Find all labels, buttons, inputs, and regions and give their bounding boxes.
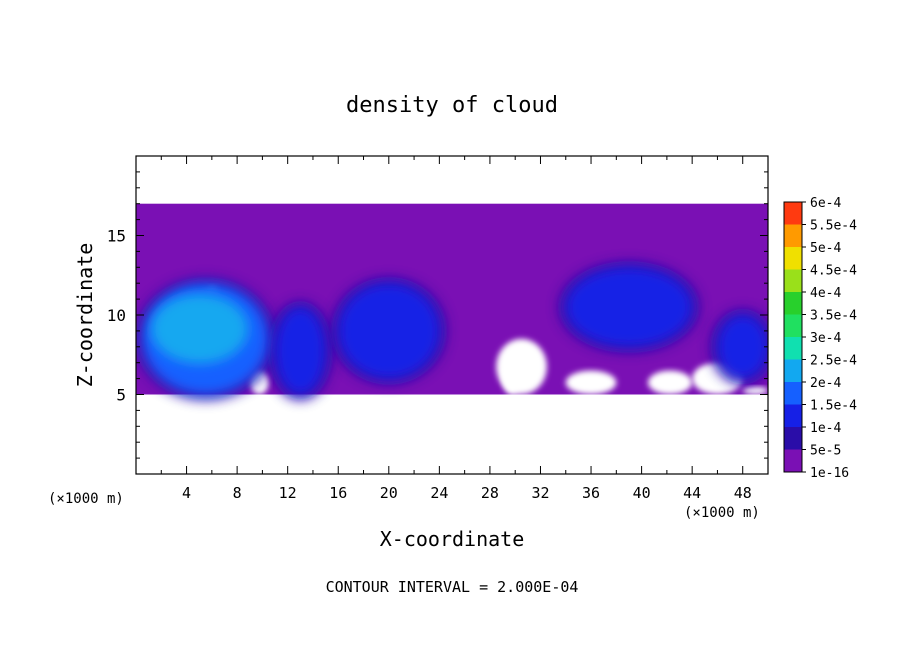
colorbar-band — [784, 202, 802, 225]
colorbar-band — [784, 337, 802, 360]
x-axis-title: X-coordinate — [380, 527, 525, 551]
colorbar-label: 5e-5 — [810, 444, 841, 459]
x-tick-label: 8 — [233, 484, 242, 502]
x-tick-label: 44 — [683, 484, 701, 502]
colorbar-label: 6e-4 — [810, 196, 841, 211]
colorbar-label: 4.5e-4 — [810, 264, 857, 279]
colorbar-band — [784, 449, 802, 472]
plot-area — [136, 156, 768, 474]
colorbar-band — [784, 427, 802, 450]
colorbar-band — [784, 382, 802, 405]
chart-title: density of cloud — [346, 93, 558, 118]
y-tick-label: 15 — [107, 227, 126, 246]
region-cell-2 — [275, 307, 326, 395]
colorbar-label: 4e-4 — [810, 286, 841, 301]
colorbar-label: 1e-4 — [810, 421, 841, 436]
colorbar-band — [784, 247, 802, 270]
x-tick-label: 36 — [582, 484, 600, 502]
region-cell-3 — [338, 283, 440, 379]
region-cell-5 — [717, 315, 768, 379]
colorbar-label: 2.5e-4 — [810, 354, 857, 369]
colorbar-label: 1.5e-4 — [810, 399, 857, 414]
region-cell-4 — [565, 267, 693, 347]
colorbar-label: 1e-16 — [810, 466, 849, 481]
colorbar-band — [784, 359, 802, 382]
y-axis-title: Z-coordinate — [73, 243, 97, 388]
y-axis: 5 10 15 — [107, 171, 768, 459]
gap-1 — [565, 370, 617, 395]
x-tick-label: 20 — [380, 484, 398, 502]
colorbar-label: 3e-4 — [810, 331, 841, 346]
y-tick-label: 5 — [116, 386, 126, 405]
colorbar-label: 2e-4 — [810, 376, 841, 391]
x-axis: 4 8 12 16 20 24 28 32 36 40 44 48 — [160, 156, 752, 502]
colorbar-label: 3.5e-4 — [810, 309, 857, 324]
colorbar: 1e-16 5e-5 1e-4 1.5e-4 2e-4 2.5e-4 3e-4 3.5e-4 4… — [783, 196, 857, 481]
gap-2 — [647, 370, 693, 395]
x-unit-label: (×1000 m) — [684, 505, 760, 521]
y-tick-label: 10 — [107, 306, 126, 325]
x-tick-label: 24 — [430, 484, 448, 502]
colorbar-band — [784, 314, 802, 337]
gap-4 — [742, 386, 768, 395]
x-tick-label: 28 — [481, 484, 499, 502]
x-tick-label: 48 — [734, 484, 752, 502]
peak-cell-1 — [150, 294, 249, 364]
colorbar-label: 5e-4 — [810, 241, 841, 256]
colorbar-band — [784, 404, 802, 427]
colorbar-band — [784, 269, 802, 292]
y-unit-label: (×1000 m) — [48, 491, 124, 507]
contour-interval-note: CONTOUR INTERVAL = 2.000E-04 — [326, 578, 579, 596]
x-tick-label: 4 — [182, 484, 191, 502]
x-tick-label: 40 — [633, 484, 651, 502]
colorbar-label: 5.5e-4 — [810, 219, 857, 234]
gap-7 — [502, 362, 522, 395]
x-tick-label: 16 — [329, 484, 347, 502]
colorbar-band — [784, 224, 802, 247]
x-tick-label: 12 — [279, 484, 297, 502]
x-tick-label: 32 — [531, 484, 549, 502]
colorbar-band — [784, 292, 802, 315]
